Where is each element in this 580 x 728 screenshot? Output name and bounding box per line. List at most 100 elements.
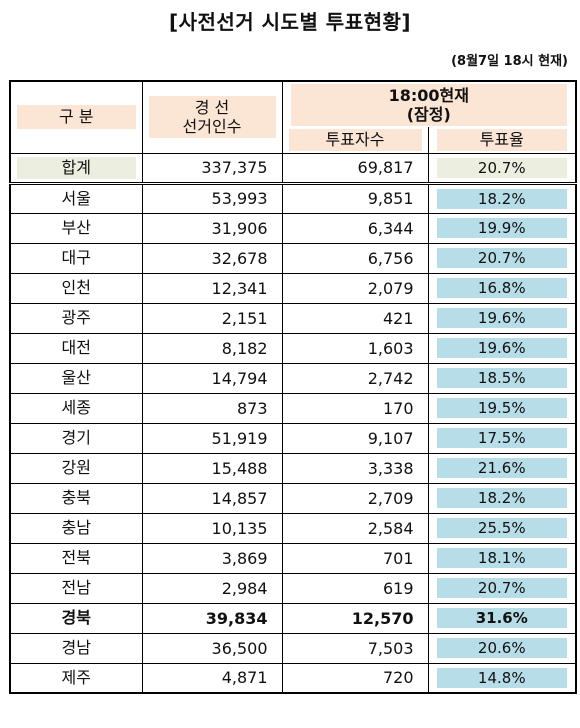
turnout-table: 구 분 경 선 선거인수 18:00현재 (잠정) 투표자수 투표율 <box>9 80 577 694</box>
voters-cell: 2,151 <box>221 308 268 328</box>
region-cell: 울산 <box>61 368 91 387</box>
table-row: 부산 31,906 6,344 19.9% <box>9 213 577 244</box>
region-cell: 경기 <box>61 428 91 447</box>
header-group-line1: 18:00현재 <box>388 85 469 105</box>
voters-cell: 32,678 <box>211 248 268 268</box>
turnout-count-cell: 12,570 <box>351 608 414 628</box>
turnout-rate-cell: 19.5% <box>436 398 567 418</box>
turnout-count-cell: 6,756 <box>367 248 414 268</box>
voters-cell: 53,993 <box>211 189 268 208</box>
turnout-rate-cell: 14.8% <box>436 667 567 688</box>
turnout-count-cell: 3,338 <box>367 458 414 478</box>
region-cell: 강원 <box>61 458 91 477</box>
turnout-count-cell: 701 <box>382 548 414 568</box>
region-cell: 서울 <box>61 188 91 208</box>
voters-cell: 8,182 <box>221 338 268 358</box>
voters-cell: 337,375 <box>201 158 268 177</box>
table-row: 대구 32,678 6,756 20.7% <box>9 243 577 274</box>
turnout-rate-cell: 21.6% <box>436 458 567 478</box>
voters-cell: 2,984 <box>221 578 268 598</box>
turnout-rate-cell: 18.5% <box>436 368 567 388</box>
voters-cell: 4,871 <box>221 668 268 688</box>
turnout-count-cell: 1,603 <box>367 338 414 358</box>
voters-cell: 14,857 <box>211 488 268 508</box>
turnout-rate-cell: 20.6% <box>436 638 567 658</box>
header-voters: 경 선 선거인수 <box>148 96 276 139</box>
region-cell: 경남 <box>61 638 91 657</box>
table-row: 충북 14,857 2,709 18.2% <box>9 483 577 514</box>
header-region: 구 분 <box>17 105 136 130</box>
region-cell: 제주 <box>61 667 91 687</box>
voters-cell: 36,500 <box>211 638 268 658</box>
header-group-line2: (잠정) <box>406 104 451 124</box>
voters-cell: 39,834 <box>205 608 268 628</box>
voters-cell: 51,919 <box>211 428 268 448</box>
table-row: 세종 873 170 19.5% <box>9 393 577 424</box>
turnout-rate-cell: 20.7% <box>436 578 567 598</box>
region-cell: 전북 <box>61 548 91 567</box>
turnout-count-cell: 2,584 <box>367 518 414 538</box>
turnout-count-cell: 9,851 <box>367 189 414 208</box>
header-voters-line1: 경 선 <box>194 98 230 118</box>
turnout-count-cell: 6,344 <box>367 218 414 238</box>
turnout-count-cell: 2,079 <box>367 278 414 298</box>
region-cell: 경북 <box>61 608 91 627</box>
turnout-count-cell: 7,503 <box>367 638 414 658</box>
region-cell: 부산 <box>61 218 91 237</box>
turnout-rate-cell: 20.7% <box>436 157 567 178</box>
voters-cell: 31,906 <box>211 218 268 238</box>
table-row: 울산 14,794 2,742 18.5% <box>9 363 577 394</box>
region-cell: 대구 <box>61 248 91 267</box>
region-cell: 광주 <box>61 308 91 327</box>
turnout-rate-cell: 17.5% <box>436 428 567 448</box>
page-title: [사전선거 시도별 투표현황] <box>168 10 412 34</box>
turnout-rate-cell: 19.6% <box>436 308 567 328</box>
table-row: 전남 2,984 619 20.7% <box>9 573 577 604</box>
table-row: 광주 2,151 421 19.6% <box>9 303 577 334</box>
turnout-rate-cell: 20.7% <box>436 248 567 268</box>
region-cell: 전남 <box>61 578 91 597</box>
header-voters-line2: 선거인수 <box>182 117 242 137</box>
turnout-count-cell: 9,107 <box>367 428 414 448</box>
turnout-rate-cell: 18.1% <box>436 548 567 568</box>
header-turnout-rate: 투표율 <box>436 128 567 151</box>
turnout-rate-cell: 19.9% <box>436 218 567 238</box>
voters-cell: 15,488 <box>211 458 268 478</box>
turnout-count-cell: 421 <box>382 308 414 328</box>
region-cell: 충북 <box>61 488 91 507</box>
turnout-count-cell: 619 <box>382 578 414 598</box>
turnout-count-cell: 2,742 <box>367 368 414 388</box>
header-group: 18:00현재 (잠정) <box>290 83 567 126</box>
voters-cell: 10,135 <box>211 518 268 538</box>
table-row: 전북 3,869 701 18.1% <box>9 543 577 574</box>
turnout-rate-cell: 31.6% <box>436 608 567 628</box>
table-row: 강원 15,488 3,338 21.6% <box>9 453 577 484</box>
turnout-rate-cell: 19.6% <box>436 338 567 358</box>
total-row: 합계 337,375 69,817 20.7% <box>9 153 577 185</box>
table-row: 제주 4,871 720 14.8% <box>9 663 577 694</box>
table-row: 대전 8,182 1,603 19.6% <box>9 333 577 364</box>
voters-cell: 873 <box>236 398 268 418</box>
turnout-count-cell: 69,817 <box>357 158 414 177</box>
region-cell: 인천 <box>61 278 91 297</box>
table-row: 인천 12,341 2,079 16.8% <box>9 273 577 304</box>
table-row: 경기 51,919 9,107 17.5% <box>9 423 577 454</box>
voters-cell: 3,869 <box>221 548 268 568</box>
turnout-count-cell: 2,709 <box>367 488 414 508</box>
turnout-rate-cell: 18.2% <box>436 188 567 209</box>
turnout-rate-cell: 16.8% <box>436 278 567 298</box>
table-row: 경북 39,834 12,570 31.6% <box>9 603 577 634</box>
turnout-count-cell: 170 <box>382 398 414 418</box>
region-cell: 대전 <box>61 338 91 357</box>
table-row: 서울 53,993 9,851 18.2% <box>9 183 577 214</box>
turnout-rate-cell: 25.5% <box>436 518 567 538</box>
turnout-count-cell: 720 <box>382 668 414 688</box>
region-cell: 세종 <box>61 398 91 417</box>
as-of-note: (8월7일 18시 현재) <box>451 54 568 69</box>
region-cell: 합계 <box>17 156 136 179</box>
turnout-rate-cell: 18.2% <box>436 488 567 508</box>
voters-cell: 14,794 <box>211 368 268 388</box>
table-row: 경남 36,500 7,503 20.6% <box>9 633 577 664</box>
voters-cell: 12,341 <box>211 278 268 298</box>
region-cell: 충남 <box>61 518 91 537</box>
